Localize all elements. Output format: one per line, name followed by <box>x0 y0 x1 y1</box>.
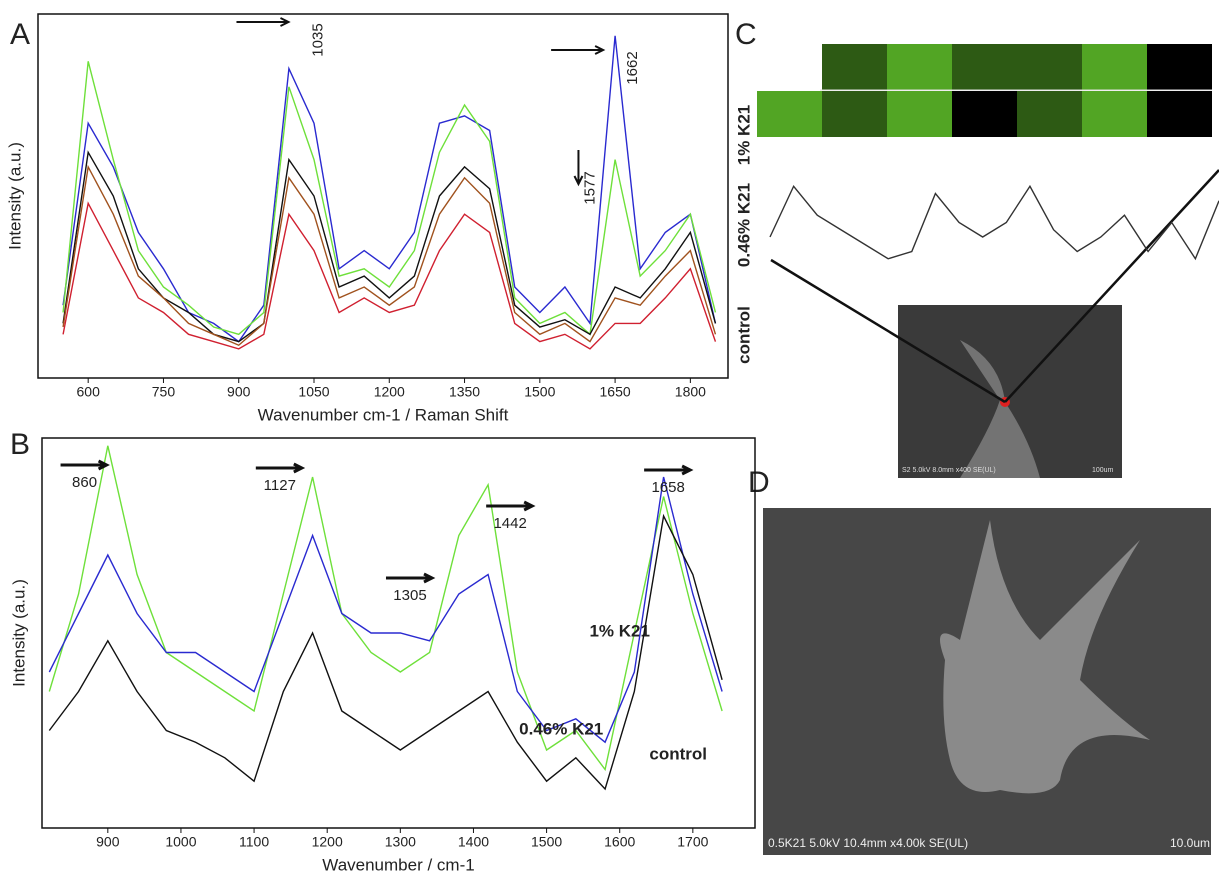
panel-label: B <box>10 428 30 461</box>
heatmap-cell <box>1147 91 1212 137</box>
x-tick-label: 1500 <box>524 384 555 400</box>
x-tick-label: 900 <box>227 384 251 400</box>
image-caption: S2 5.0kV 8.0mm x400 SE(UL) <box>902 467 996 474</box>
heatmap-cell <box>1147 44 1212 90</box>
heatmap-cell <box>1082 44 1147 90</box>
series-label: 0.46% K21 <box>519 719 603 738</box>
spectrum-line <box>63 61 715 334</box>
x-tick-label: 1300 <box>385 834 416 850</box>
heatmap-cell <box>822 44 887 90</box>
x-axis-label: Wavenumber cm-1 / Raman Shift <box>258 405 509 424</box>
peak-label: 1577 <box>581 171 598 204</box>
x-axis-label: Wavenumber / cm-1 <box>322 855 474 874</box>
x-tick-label: 1650 <box>600 384 631 400</box>
peak-label: 1305 <box>393 587 426 604</box>
peak-label: 1662 <box>624 51 641 84</box>
group-label: 1% K21 <box>734 105 753 165</box>
heatmap-cell <box>757 91 822 137</box>
x-tick-label: 1050 <box>298 384 329 400</box>
spectrum-line <box>63 167 715 345</box>
peak-label: 860 <box>72 474 97 491</box>
heatmap-cell <box>822 91 887 137</box>
peak-label: 1035 <box>309 23 326 56</box>
y-axis-label: Intensity (a.u.) <box>9 579 28 687</box>
panel-label: C <box>735 18 757 51</box>
x-tick-label: 600 <box>77 384 101 400</box>
x-tick-label: 1600 <box>604 834 635 850</box>
x-tick-label: 1400 <box>458 834 489 850</box>
spectrum-line <box>63 203 715 349</box>
panel-label: A <box>10 18 30 51</box>
peak-label: 1442 <box>493 515 526 532</box>
image-scale: 10.0um <box>1170 836 1210 850</box>
spectrum-line <box>49 446 722 770</box>
heatmap-cell <box>887 44 952 90</box>
panel-label: D <box>748 466 770 499</box>
arrow <box>236 18 288 26</box>
x-tick-label: 1700 <box>677 834 708 850</box>
arrow <box>486 502 532 510</box>
x-tick-label: 750 <box>152 384 176 400</box>
series-label: control <box>649 744 707 763</box>
x-tick-label: 1200 <box>312 834 343 850</box>
heatmap-cell <box>1017 91 1082 137</box>
arrow <box>574 150 582 184</box>
group-label: 0.46% K21 <box>734 183 753 267</box>
heatmap-cell <box>1017 44 1082 90</box>
heatmap-cell <box>952 91 1017 137</box>
heatmap-cell <box>952 44 1017 90</box>
x-tick-label: 900 <box>96 834 120 850</box>
group-label: control <box>734 306 753 364</box>
x-tick-label: 1200 <box>374 384 405 400</box>
x-tick-label: 1000 <box>165 834 196 850</box>
heatmap-cell <box>1082 91 1147 137</box>
x-tick-label: 1350 <box>449 384 480 400</box>
arrow <box>256 464 302 472</box>
peak-label: 1658 <box>651 479 684 496</box>
spectrum-line <box>49 516 722 789</box>
spectrum-line <box>770 186 1219 259</box>
x-tick-label: 1100 <box>239 834 269 850</box>
arrow <box>644 466 690 474</box>
peak-label: 1127 <box>264 477 296 494</box>
arrow <box>61 461 107 469</box>
arrow <box>386 574 432 582</box>
image-scale: 100um <box>1092 467 1114 474</box>
arrow <box>551 46 603 54</box>
image-caption: 0.5K21 5.0kV 10.4mm x4.00k SE(UL) <box>768 836 968 850</box>
x-tick-label: 1800 <box>675 384 706 400</box>
y-axis-label: Intensity (a.u.) <box>5 142 24 250</box>
heatmap-cell <box>887 91 952 137</box>
x-tick-label: 1500 <box>531 834 562 850</box>
